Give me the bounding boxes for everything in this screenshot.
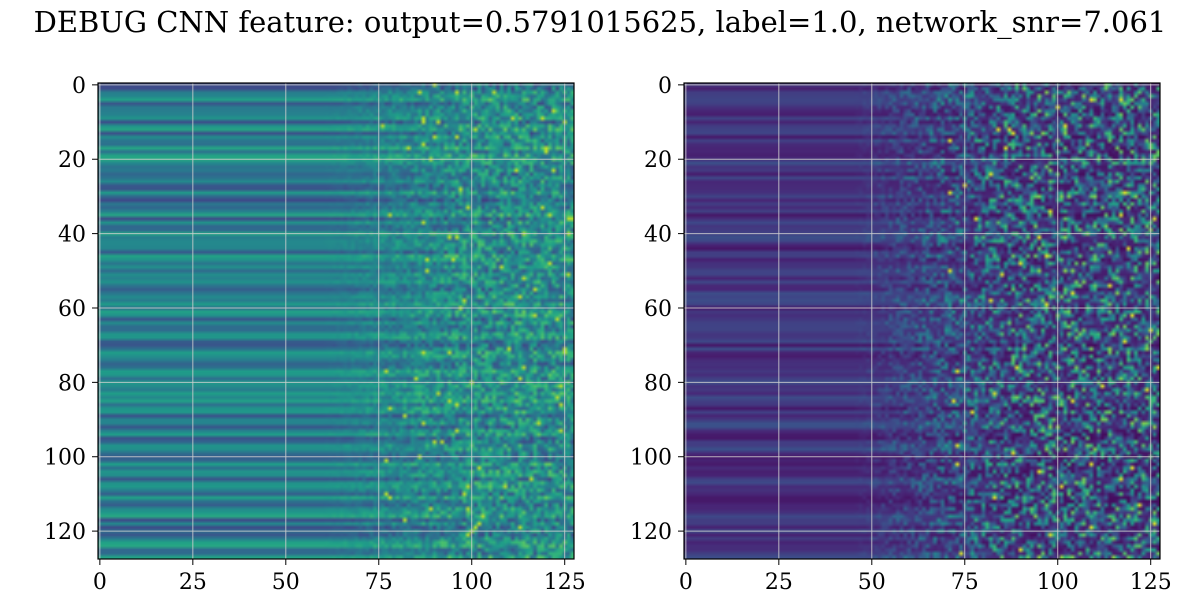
heatmap-left-axes: 0 25 50 75 100 125 0 20 40 60 80 100 120 — [44, 74, 586, 595]
y-tick-label: 80 — [58, 371, 86, 396]
y-tick-label: 120 — [44, 520, 86, 545]
figure-title: DEBUG CNN feature: output=0.5791015625, … — [33, 5, 1167, 39]
x-tick-label: 50 — [272, 570, 300, 595]
x-tick-label: 100 — [451, 570, 493, 595]
x-tick-label: 125 — [1130, 570, 1172, 595]
heatmap-left-image — [98, 83, 574, 559]
x-tick-label: 75 — [365, 570, 393, 595]
y-tick-label: 0 — [658, 74, 672, 99]
y-tick-label: 60 — [58, 297, 86, 322]
y-tick-label: 20 — [644, 148, 672, 173]
y-tick-label: 100 — [44, 446, 86, 471]
y-tick-label: 100 — [630, 446, 672, 471]
plot-frame — [683, 82, 1161, 560]
y-tick-label: 60 — [644, 297, 672, 322]
x-tick-label: 100 — [1037, 570, 1079, 595]
heatmap-right: 0 25 50 75 100 125 0 20 40 60 80 100 120 — [630, 74, 1172, 595]
y-tick-label: 40 — [644, 223, 672, 248]
y-tick-label: 0 — [72, 74, 86, 99]
heatmap-left: 0 25 50 75 100 125 0 20 40 60 80 100 120 — [44, 74, 586, 595]
heatmap-right-axes: 0 25 50 75 100 125 0 20 40 60 80 100 120 — [630, 74, 1172, 595]
x-tick-label: 50 — [858, 570, 886, 595]
plot-frame — [97, 82, 575, 560]
x-tick-label: 0 — [679, 570, 693, 595]
x-tick-label: 0 — [93, 570, 107, 595]
y-tick-label: 80 — [644, 371, 672, 396]
y-tick-label: 20 — [58, 148, 86, 173]
y-tick-label: 120 — [630, 520, 672, 545]
x-tick-label: 75 — [951, 570, 979, 595]
heatmap-right-image — [684, 83, 1160, 559]
x-tick-label: 25 — [179, 570, 207, 595]
x-tick-label: 25 — [765, 570, 793, 595]
x-tick-label: 125 — [544, 570, 586, 595]
y-tick-label: 40 — [58, 223, 86, 248]
